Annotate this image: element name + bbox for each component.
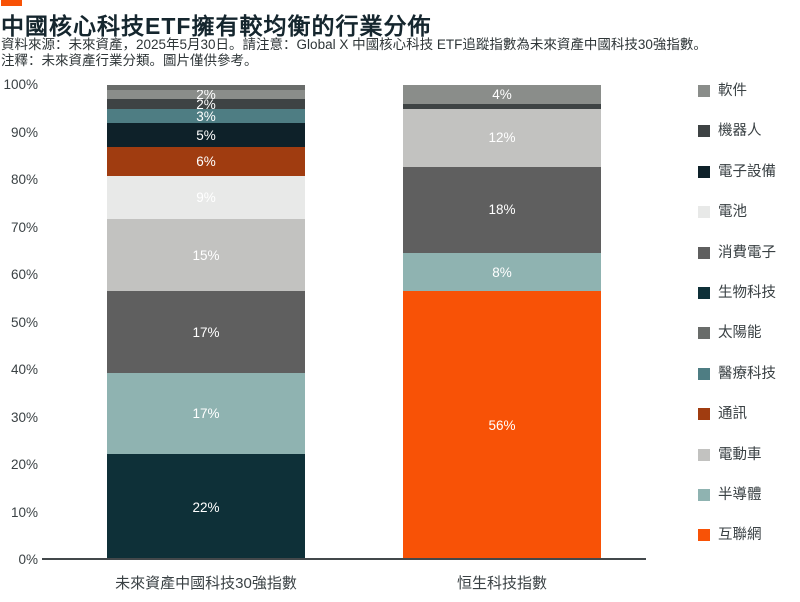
bar-segment-生物科技: 22% [107, 454, 305, 560]
bar-segment-消費電子: 18% [403, 166, 601, 253]
legend-item-消費電子: 消費電子 [698, 244, 798, 287]
y-tick-label: 30% [10, 409, 38, 425]
legend-label: 互聯網 [718, 527, 762, 544]
y-tick-label: 70% [10, 219, 38, 235]
legend-item-生物科技: 生物科技 [698, 284, 798, 327]
bar-segment-消費電子: 17% [107, 291, 305, 373]
source-note: 資料來源：未來資產，2025年5月30日。請注意：Global X 中國核心科技… [1, 37, 707, 52]
legend-swatch-電池 [698, 206, 710, 219]
legend-swatch-太陽能 [698, 327, 710, 340]
stacked-bar-2: 56% 8% 18% 12% 4% [403, 85, 601, 560]
legend-label: 軟件 [718, 83, 747, 99]
accent-bar [1, 0, 22, 6]
bar-segment-太陽能 [107, 85, 305, 90]
legend-swatch-消費電子 [698, 246, 710, 259]
bar-segment-通訊: 6% [107, 147, 305, 177]
method-note: 注釋：未來資產行業分類。圖片僅供參考。 [1, 53, 258, 68]
legend-item-電子設備: 電子設備 [698, 163, 798, 206]
bar-segment-醫療科技: 3% [107, 109, 305, 124]
y-tick-label: 0% [18, 552, 38, 567]
legend-swatch-半導體 [698, 488, 710, 501]
legend-item-醫療科技: 醫療科技 [698, 365, 798, 408]
x-axis-line [42, 558, 646, 560]
legend-label: 生物科技 [718, 284, 776, 301]
y-tick-label: 20% [10, 457, 38, 472]
legend-swatch-醫療科技 [698, 367, 710, 380]
legend-label: 電動車 [718, 446, 762, 463]
legend-swatch-互聯網 [698, 529, 710, 542]
legend-swatch-機器人 [698, 125, 710, 138]
bar-segment-電動車: 15% [107, 219, 305, 292]
y-tick-label: 50% [10, 314, 38, 330]
bar-segment-機器人: 2% [107, 99, 305, 109]
legend-label: 半導體 [718, 486, 762, 503]
legend-label: 通訊 [718, 406, 747, 423]
y-tick-label: 60% [10, 267, 38, 282]
legend: 軟件機器人電子設備電池消費電子生物科技太陽能醫療科技通訊電動車半導體互聯網 [698, 83, 798, 570]
stacked-bar-1: 22% 17% 17% 15% 9% 6% 5% 3% 2% 2% [107, 85, 305, 560]
legend-label: 醫療科技 [718, 365, 776, 382]
bar-segment-互聯網: 56% [403, 291, 601, 560]
legend-swatch-軟件 [698, 85, 710, 97]
legend-label: 電池 [718, 204, 747, 221]
x-axis-label-2: 恒生科技指數 [456, 575, 547, 592]
legend-item-互聯網: 互聯網 [698, 527, 798, 569]
legend-swatch-電子設備 [698, 165, 710, 178]
legend-item-機器人: 機器人 [698, 123, 798, 165]
page-title: 中國核心科技ETF擁有較均衡的行業分佈 [1, 13, 432, 39]
bar-segment-軟件: 4% [403, 85, 601, 105]
legend-label: 太陽能 [718, 325, 762, 342]
legend-item-太陽能: 太陽能 [698, 325, 798, 367]
bar-segment-半導體: 8% [403, 252, 601, 292]
y-tick-label: 100% [3, 77, 38, 92]
x-axis-label-1: 未來資產中國科技30強指數 [115, 575, 297, 592]
legend-item-半導體: 半導體 [698, 486, 798, 529]
bar-segment-機器人 [403, 104, 601, 109]
legend-label: 機器人 [718, 123, 762, 140]
bar-segment-電子設備: 5% [107, 123, 305, 148]
legend-label: 電子設備 [718, 163, 776, 180]
legend-item-電動車: 電動車 [698, 446, 798, 489]
bar-segment-半導體: 17% [107, 372, 305, 455]
legend-swatch-電動車 [698, 448, 710, 461]
y-tick-label: 80% [10, 172, 38, 187]
bar-segment-電池: 9% [107, 176, 305, 220]
legend-label: 消費電子 [718, 244, 776, 261]
legend-item-通訊: 通訊 [698, 406, 798, 448]
y-tick-label: 40% [10, 362, 38, 377]
y-tick-label: 90% [10, 124, 38, 140]
legend-swatch-生物科技 [698, 286, 710, 299]
y-tick-label: 10% [10, 504, 38, 520]
bar-segment-電動車: 12% [403, 108, 601, 167]
legend-item-電池: 電池 [698, 204, 798, 246]
bar-segment-軟件: 2% [107, 89, 305, 100]
legend-item-軟件: 軟件 [698, 83, 798, 125]
legend-swatch-通訊 [698, 408, 710, 421]
